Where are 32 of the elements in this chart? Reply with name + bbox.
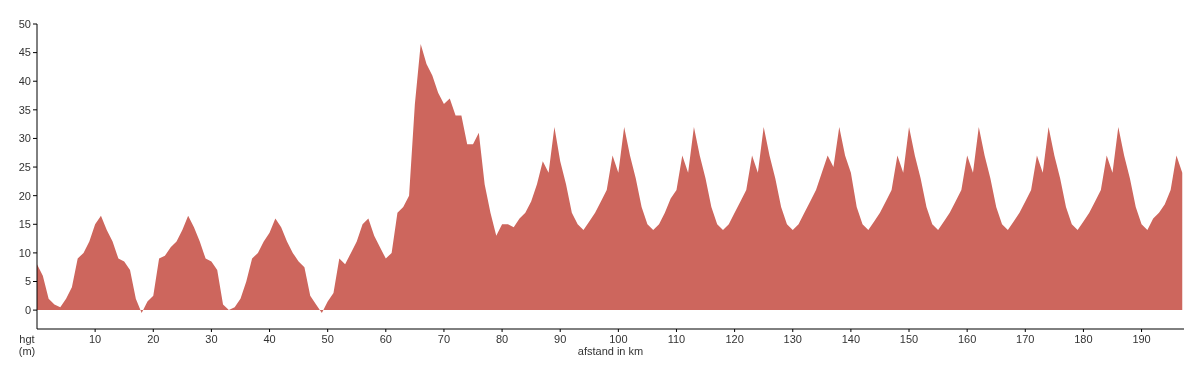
x-tick-label: 110 <box>667 333 686 345</box>
x-tick-label: 180 <box>1074 333 1093 345</box>
y-tick-label: 30 <box>18 132 31 145</box>
x-axis-title: afstand in km <box>577 345 644 357</box>
y-tick-label: 25 <box>18 160 31 173</box>
x-tick-label: 50 <box>321 333 334 345</box>
y-tick-label: 10 <box>18 246 31 259</box>
x-tick-label: 40 <box>263 333 276 345</box>
x-tick-label: 150 <box>899 333 919 345</box>
x-tick-label: 100 <box>609 333 628 345</box>
x-tick-label: 10 <box>89 333 102 345</box>
x-tick-label: 70 <box>437 333 451 345</box>
x-tick-label: 140 <box>841 333 861 345</box>
x-tick-label: 170 <box>1016 333 1035 345</box>
x-tick-label: 120 <box>725 333 744 345</box>
y-tick-label: 0 <box>24 303 31 316</box>
y-tick-label: 35 <box>18 103 31 116</box>
y-tick-label: 40 <box>18 75 31 88</box>
y-tick-label: 5 <box>24 275 31 288</box>
y-tick-label: 15 <box>18 218 31 231</box>
x-tick-label: 60 <box>379 333 392 345</box>
y-tick-label: 20 <box>18 189 31 202</box>
x-tick-label: 160 <box>957 333 977 345</box>
x-tick-label: 80 <box>495 333 509 345</box>
y-axis-title: hgt (m) <box>18 333 36 357</box>
x-tick-label: 130 <box>783 333 802 345</box>
x-tick-label: 90 <box>554 333 567 345</box>
x-tick-label: 30 <box>205 333 218 345</box>
x-tick-label: 190 <box>1132 333 1151 345</box>
x-tick-label: 20 <box>147 333 160 345</box>
y-tick-label: 50 <box>18 17 31 30</box>
y-tick-label: 45 <box>18 46 31 59</box>
